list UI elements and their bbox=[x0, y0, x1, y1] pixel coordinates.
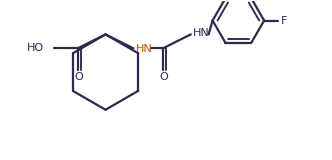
Text: O: O bbox=[74, 72, 83, 82]
Text: HN: HN bbox=[136, 44, 153, 54]
Text: HO: HO bbox=[27, 43, 44, 53]
Text: O: O bbox=[160, 72, 168, 82]
Text: HN: HN bbox=[193, 28, 210, 38]
Text: F: F bbox=[281, 16, 287, 26]
